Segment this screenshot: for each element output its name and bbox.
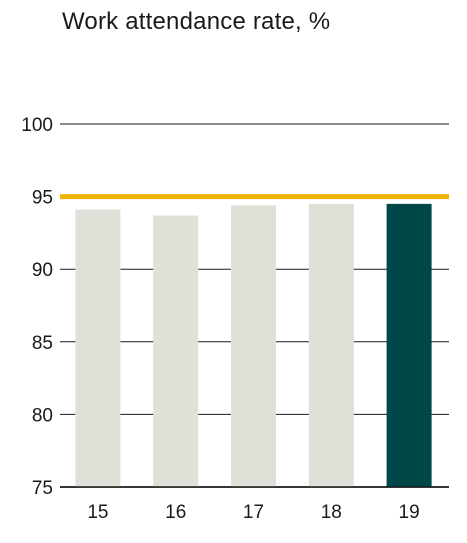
y-tick-label: 100	[21, 115, 53, 136]
bar-18	[308, 203, 354, 488]
y-tick-label: 80	[32, 405, 53, 426]
x-tick-label: 15	[87, 502, 108, 523]
y-tick-label: 90	[32, 260, 53, 281]
bar-17	[231, 205, 276, 487]
x-tick-label: 17	[243, 502, 264, 523]
y-tick-label: 85	[32, 333, 53, 354]
bar-19	[386, 203, 432, 488]
bar-16	[153, 215, 199, 487]
x-tick-label: 18	[321, 502, 342, 523]
x-tick-label: 16	[165, 502, 186, 523]
bar-15	[75, 209, 121, 487]
chart-title: Work attendance rate, %	[62, 8, 331, 35]
x-tick-label: 19	[399, 502, 420, 523]
y-tick-label: 75	[32, 478, 53, 499]
y-tick-label: 95	[32, 188, 53, 209]
